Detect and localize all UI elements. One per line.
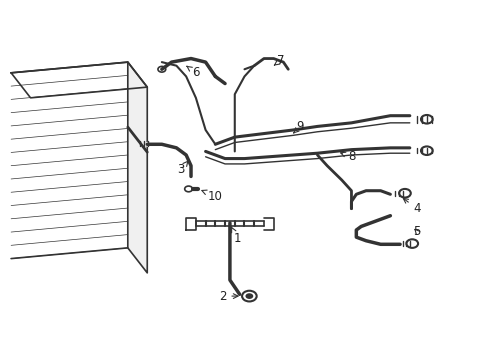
Text: 2: 2 [219, 289, 238, 303]
Text: 7: 7 [274, 54, 284, 67]
Text: 6: 6 [186, 66, 199, 79]
Text: 10: 10 [202, 190, 223, 203]
Circle shape [245, 293, 253, 299]
Polygon shape [11, 62, 127, 258]
Text: 9: 9 [293, 120, 304, 133]
Text: 1: 1 [231, 227, 241, 246]
Text: 4: 4 [403, 198, 420, 215]
Text: 3: 3 [177, 161, 187, 176]
Polygon shape [11, 62, 147, 98]
Text: 5: 5 [412, 225, 420, 238]
Text: 8: 8 [340, 150, 354, 163]
Polygon shape [127, 62, 147, 273]
